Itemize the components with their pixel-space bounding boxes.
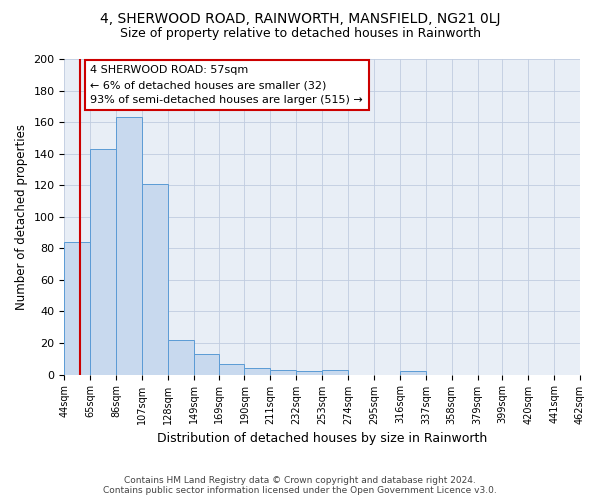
Y-axis label: Number of detached properties: Number of detached properties bbox=[15, 124, 28, 310]
Bar bbox=[296, 372, 322, 374]
Text: 4, SHERWOOD ROAD, RAINWORTH, MANSFIELD, NG21 0LJ: 4, SHERWOOD ROAD, RAINWORTH, MANSFIELD, … bbox=[100, 12, 500, 26]
Bar bbox=[194, 354, 218, 374]
Text: 4 SHERWOOD ROAD: 57sqm
← 6% of detached houses are smaller (32)
93% of semi-deta: 4 SHERWOOD ROAD: 57sqm ← 6% of detached … bbox=[91, 66, 363, 105]
Bar bbox=[271, 370, 296, 374]
Bar bbox=[244, 368, 271, 374]
Bar bbox=[322, 370, 348, 374]
Bar bbox=[168, 340, 194, 374]
Text: Size of property relative to detached houses in Rainworth: Size of property relative to detached ho… bbox=[119, 28, 481, 40]
Bar bbox=[64, 242, 91, 374]
Bar bbox=[116, 118, 142, 374]
X-axis label: Distribution of detached houses by size in Rainworth: Distribution of detached houses by size … bbox=[157, 432, 487, 445]
Bar bbox=[91, 149, 116, 374]
Bar bbox=[400, 372, 426, 374]
Bar bbox=[218, 364, 244, 374]
Bar bbox=[142, 184, 168, 374]
Text: Contains HM Land Registry data © Crown copyright and database right 2024.
Contai: Contains HM Land Registry data © Crown c… bbox=[103, 476, 497, 495]
